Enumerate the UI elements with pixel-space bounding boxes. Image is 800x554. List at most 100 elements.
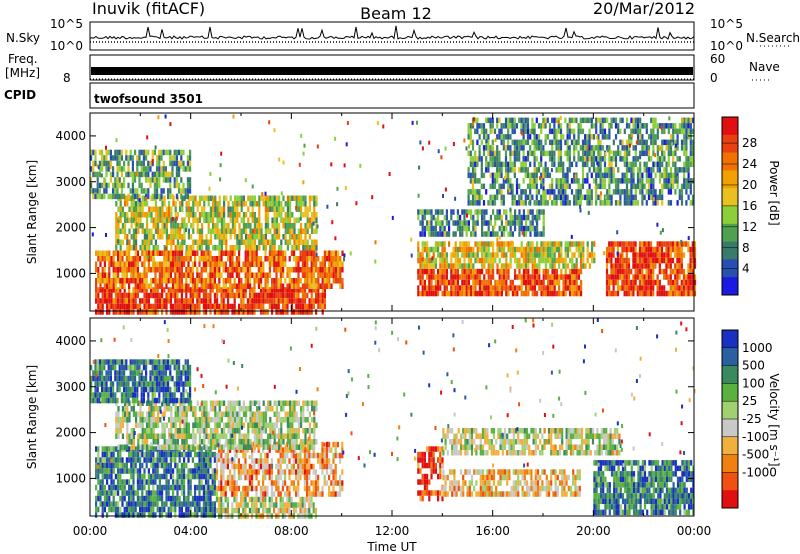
heatmap-cell [586,161,589,168]
heatmap-cell [106,256,109,262]
heatmap-cell [99,490,102,496]
heatmap-cell [101,287,104,293]
heatmap-cell [99,283,102,289]
heatmap-cell [105,171,108,178]
heatmap-cell [525,279,528,286]
heatmap-cell [599,123,602,129]
heatmap-cell [128,245,131,251]
heatmap-cell [302,201,305,207]
heatmap-cell [249,250,252,256]
heatmap-cell [135,245,138,251]
heatmap-cell [183,298,186,304]
heatmap-cell [608,161,611,168]
heatmap-cell [178,267,181,273]
heatmap-cell [136,490,139,496]
heatmap-cell [437,285,440,291]
heatmap-cell [97,457,100,463]
heatmap-cell [533,268,536,275]
heatmap-cell [306,283,309,289]
heatmap-cell [134,283,137,289]
heatmap-cell [304,206,307,212]
heatmap-cell [242,223,245,229]
heatmap-cell [169,155,172,161]
heatmap-cell [273,206,276,212]
heatmap-cell [286,245,289,251]
heatmap-cell [683,178,686,184]
heatmap-cell [176,250,179,256]
heatmap-cell [130,309,133,315]
heatmap-cell [200,250,203,256]
heatmap-cell [173,155,176,161]
heatmap-cell [493,194,497,201]
heatmap-cell [147,160,150,167]
heatmap-cell [538,257,541,264]
heatmap-cell [209,303,212,310]
heatmap-cell [472,121,475,126]
heatmap-cell [623,263,626,269]
heatmap-cell [315,278,318,284]
heatmap-cell [151,160,154,167]
heatmap-cell [297,228,300,234]
heatmap-cell [176,484,179,491]
heatmap-cell [518,200,521,206]
heatmap-cell [683,123,686,129]
heatmap-cell [165,484,168,491]
heatmap-cell [470,252,473,258]
heatmap-cell [590,194,593,201]
heatmap-cell [183,303,186,310]
heatmap-cell [311,217,314,223]
heatmap-cell [592,178,596,184]
heatmap-cell [591,246,594,253]
heatmap-cell [562,189,565,195]
heatmap-cell [291,245,294,251]
heatmap-cell [264,201,267,207]
heatmap-cell [437,268,440,275]
heatmap-cell [691,252,694,258]
heatmap-cell [304,228,307,234]
heatmap-cell [614,183,618,190]
heatmap-cell [546,150,549,157]
heatmap-cell [450,268,453,275]
heatmap-cell [275,201,278,207]
heatmap-cell [162,177,165,183]
heatmap-cell [220,245,223,251]
heatmap-cell [238,278,241,284]
heatmap-cell [656,274,659,280]
heatmap-cell [198,309,201,315]
heatmap-cell [218,256,221,262]
heatmap-cell [573,194,576,201]
heatmap-cell [196,239,199,245]
heatmap-cell [520,128,523,135]
heatmap-cell [538,285,541,291]
heatmap-cell [605,263,609,269]
heatmap-cell [315,201,318,207]
heatmap-cell [161,228,164,234]
heatmap-cell [162,166,165,172]
heatmap-cell [125,462,128,469]
heatmap-cell [520,117,523,124]
heatmap-cell [141,451,144,458]
heatmap-cell [181,239,184,245]
heatmap-cell [151,155,154,161]
heatmap-cell [249,292,252,299]
heatmap-cell [469,178,472,184]
heatmap-cell [467,274,470,280]
heatmap-cell [108,451,111,458]
heatmap-cell [634,194,637,201]
heatmap-cell [663,178,666,184]
heatmap-cell [181,201,184,207]
heatmap-cell [198,239,201,245]
heatmap-cell [139,479,142,485]
heatmap-cell [603,178,607,184]
heatmap-cell [132,292,135,299]
heatmap-cell [608,200,611,206]
heatmap-cell [467,189,470,195]
heatmap-cell [502,145,505,151]
heatmap-cell [605,274,609,280]
heatmap-cell [509,178,512,184]
heatmap-cell [323,283,326,289]
heatmap-cell [573,263,576,269]
heatmap-cell [571,252,574,258]
heatmap-cell [161,217,164,223]
heatmap-cell [450,274,453,280]
